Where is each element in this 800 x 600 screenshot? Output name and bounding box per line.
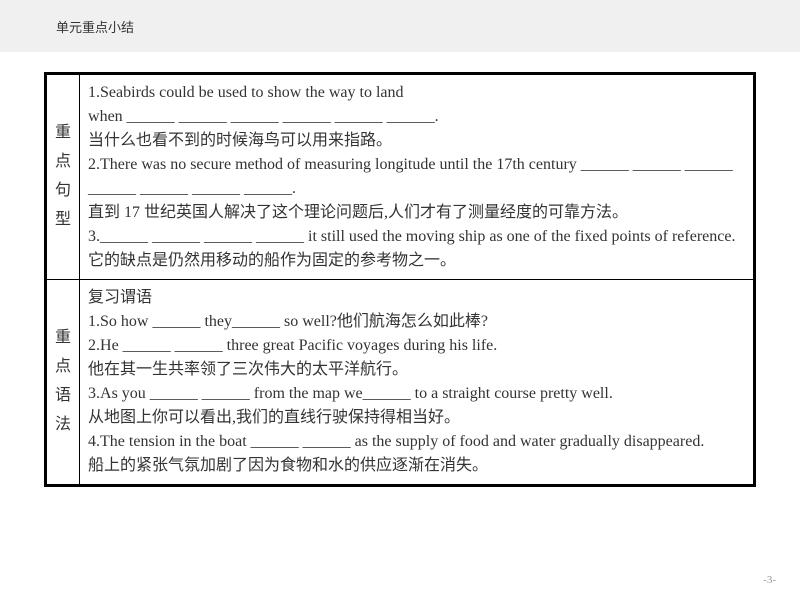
grammar-content: 复习谓语 1.So how ______ they______ so well?… — [80, 280, 755, 486]
content-line: 3.As you ______ ______ from the map we__… — [88, 382, 745, 406]
table-row: 重 点 语 法 复习谓语 1.So how ______ they______ … — [46, 280, 755, 486]
content-line: when ______ ______ ______ ______ ______ … — [88, 105, 745, 129]
label-char: 句 — [55, 177, 71, 206]
page-number: -3- — [763, 574, 776, 586]
content-line: 1.So how ______ they______ so well?他们航海怎… — [88, 310, 745, 334]
content-line: 2.There was no secure method of measurin… — [88, 153, 745, 201]
content-line: 复习谓语 — [88, 286, 745, 310]
label-char: 重 — [55, 324, 71, 353]
row-label-sentence-patterns: 重 点 句 型 — [46, 74, 80, 280]
label-char: 重 — [55, 119, 71, 148]
content-line: 它的缺点是仍然用移动的船作为固定的参考物之一。 — [88, 249, 745, 273]
page-header: 单元重点小结 — [0, 0, 800, 52]
label-char: 语 — [55, 382, 71, 411]
content-line: 4.The tension in the boat ______ ______ … — [88, 430, 745, 454]
summary-table: 重 点 句 型 1.Seabirds could be used to show… — [44, 72, 756, 487]
content-line: 2.He ______ ______ three great Pacific v… — [88, 334, 745, 358]
label-char: 法 — [55, 411, 71, 440]
content-line: 当什么也看不到的时候海鸟可以用来指路。 — [88, 129, 745, 153]
content-line: 3.______ ______ ______ ______ it still u… — [88, 225, 745, 249]
label-char: 型 — [55, 206, 71, 235]
content-line: 船上的紧张气氛加剧了因为食物和水的供应逐渐在消失。 — [88, 454, 745, 478]
label-char: 点 — [55, 353, 71, 382]
header-title: 单元重点小结 — [56, 17, 134, 36]
content-line: 他在其一生共率领了三次伟大的太平洋航行。 — [88, 358, 745, 382]
label-char: 点 — [55, 148, 71, 177]
table-container: 重 点 句 型 1.Seabirds could be used to show… — [44, 72, 756, 487]
table-row: 重 点 句 型 1.Seabirds could be used to show… — [46, 74, 755, 280]
row-label-grammar: 重 点 语 法 — [46, 280, 80, 486]
content-line: 从地图上你可以看出,我们的直线行驶保持得相当好。 — [88, 406, 745, 430]
content-line: 1.Seabirds could be used to show the way… — [88, 81, 745, 105]
sentence-patterns-content: 1.Seabirds could be used to show the way… — [80, 74, 755, 280]
content-line: 直到 17 世纪英国人解决了这个理论问题后,人们才有了测量经度的可靠方法。 — [88, 201, 745, 225]
